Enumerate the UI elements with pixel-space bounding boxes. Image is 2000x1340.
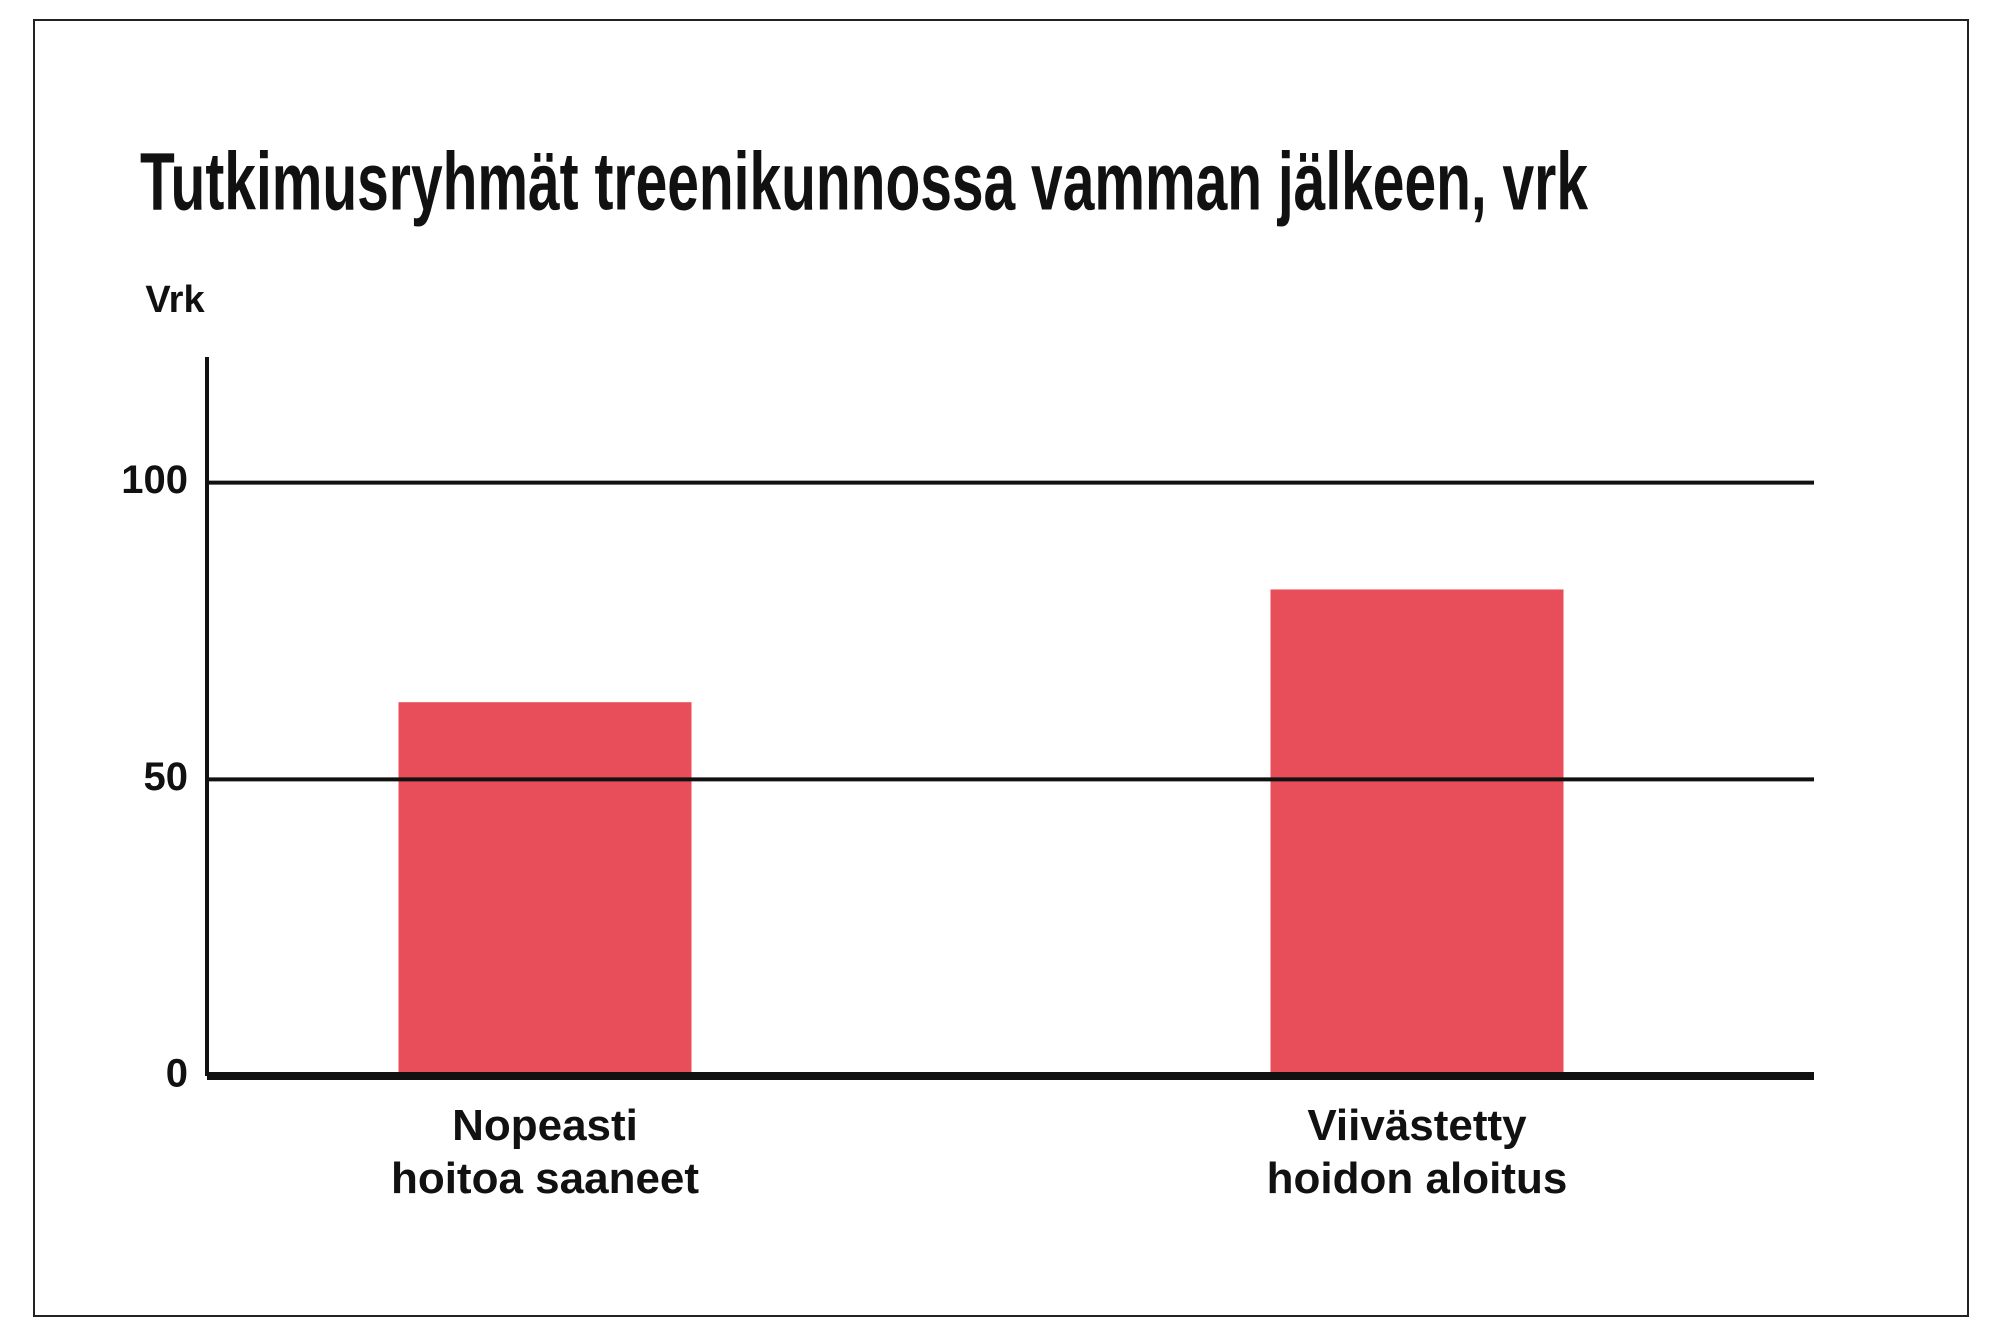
frame (33, 19, 1969, 1317)
chart-title: Tutkimusryhmät treenikunnossa vamman jäl… (140, 137, 1588, 228)
x-tick-label: Viivästetty hoidon aloitus (1267, 1101, 1568, 1203)
x-tick-label: Nopeasti hoitoa saaneet (391, 1101, 699, 1203)
bar (1270, 589, 1564, 1076)
y-tick-label: 0 (166, 1052, 188, 1096)
y-axis-label: Vrk (145, 279, 205, 321)
y-tick-label: 100 (121, 458, 188, 502)
y-tick-label: 50 (144, 755, 189, 799)
bar (398, 702, 692, 1076)
